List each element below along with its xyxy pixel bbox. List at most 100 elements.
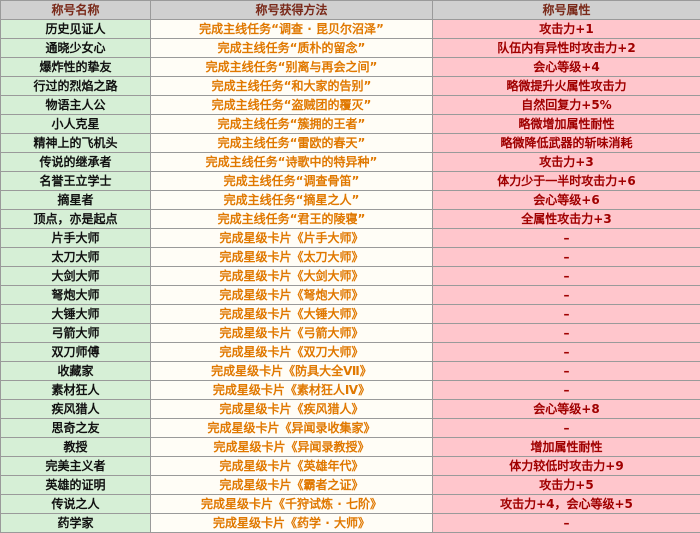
table-cell: 片手大师	[0, 228, 151, 248]
table-cell: 完成主线任务“盗贼团的覆灭”	[150, 95, 433, 115]
table-cell: 略微增加属性耐性	[432, 114, 700, 134]
table-cell: 历史见证人	[0, 19, 151, 39]
table-row: 行过的烈焰之路 完成主线任务“和大家的告别” 略微提升火属性攻击力	[0, 76, 700, 96]
header-cell: 称号属性	[432, 0, 700, 20]
table-cell: 完成星级卡片《素材狂人Ⅳ》	[150, 380, 433, 400]
table-cell: –	[432, 380, 700, 400]
table-cell: 名誉王立学士	[0, 171, 151, 191]
table-cell: –	[432, 418, 700, 438]
table-cell: 小人克星	[0, 114, 151, 134]
table-cell: 自然回复力+5%	[432, 95, 700, 115]
table-row: 太刀大师 完成星级卡片《太刀大师》 –	[0, 247, 700, 267]
table-row: 收藏家 完成星级卡片《防具大全Ⅶ》 –	[0, 361, 700, 381]
table-body: 历史见证人 完成主线任务“调查 · 昆贝尔沼泽” 攻击力+1 通晓少女心 完成主线任务“…	[0, 19, 700, 533]
table-cell: 传说的继承者	[0, 152, 151, 172]
table-cell: 完成星级卡片《异闻录教授》	[150, 437, 433, 457]
table-cell: 会心等级+4	[432, 57, 700, 77]
table-cell: 攻击力+1	[432, 19, 700, 39]
table-cell: 会心等级+8	[432, 399, 700, 419]
table-cell: 精神上的飞机头	[0, 133, 151, 153]
table-row: 完美主义者 完成星级卡片《英雄年代》 体力较低时攻击力+9	[0, 456, 700, 476]
table-row: 素材狂人 完成星级卡片《素材狂人Ⅳ》 –	[0, 380, 700, 400]
table-cell: 完成主线任务“君王的陵寝”	[150, 209, 433, 229]
table-row: 精神上的飞机头 完成主线任务“雷欧的春天” 略微降低武器的斩味消耗	[0, 133, 700, 153]
table-cell: 队伍内有异性时攻击力+2	[432, 38, 700, 58]
table-row: 传说之人 完成星级卡片《千狩试炼 · 七阶》 攻击力+4，会心等级+5	[0, 494, 700, 514]
table-row: 片手大师 完成星级卡片《片手大师》 –	[0, 228, 700, 248]
table-cell: 思奇之友	[0, 418, 151, 438]
table-cell: 完成星级卡片《弩炮大师》	[150, 285, 433, 305]
table-cell: –	[432, 361, 700, 381]
table-row: 顶点，亦是起点 完成主线任务“君王的陵寝” 全属性攻击力+3	[0, 209, 700, 229]
table-cell: 完成星级卡片《疾风猎人》	[150, 399, 433, 419]
table-cell: 顶点，亦是起点	[0, 209, 151, 229]
table-cell: 完成星级卡片《异闻录收集家》	[150, 418, 433, 438]
table-cell: 疾风猎人	[0, 399, 151, 419]
table-cell: 教授	[0, 437, 151, 457]
table-cell: 攻击力+5	[432, 475, 700, 495]
table-cell: 大剑大师	[0, 266, 151, 286]
table-cell: 行过的烈焰之路	[0, 76, 151, 96]
table-row: 疾风猎人 完成星级卡片《疾风猎人》 会心等级+8	[0, 399, 700, 419]
table-head: 称号名称 称号获得方法 称号属性	[0, 0, 700, 20]
table-row: 通晓少女心 完成主线任务“质朴的留念” 队伍内有异性时攻击力+2	[0, 38, 700, 58]
table-row: 摘星者 完成主线任务“摘星之人” 会心等级+6	[0, 190, 700, 210]
table-cell: 英雄的证明	[0, 475, 151, 495]
table-cell: 完成星级卡片《双刀大师》	[150, 342, 433, 362]
table-cell: 摘星者	[0, 190, 151, 210]
table-row: 英雄的证明 完成星级卡片《霸者之证》 攻击力+5	[0, 475, 700, 495]
table-cell: 全属性攻击力+3	[432, 209, 700, 229]
table-cell: 弓箭大师	[0, 323, 151, 343]
table-cell: –	[432, 285, 700, 305]
table-cell: 双刀师傅	[0, 342, 151, 362]
table-row: 名誉王立学士 完成主线任务“调查骨笛” 体力少于一半时攻击力+6	[0, 171, 700, 191]
table-cell: 完成主线任务“摘星之人”	[150, 190, 433, 210]
table-row: 小人克星 完成主线任务“簇拥的王者” 略微增加属性耐性	[0, 114, 700, 134]
table-cell: 完成星级卡片《英雄年代》	[150, 456, 433, 476]
table-cell: 弩炮大师	[0, 285, 151, 305]
table-row: 物语主人公 完成主线任务“盗贼团的覆灭” 自然回复力+5%	[0, 95, 700, 115]
table-cell: 收藏家	[0, 361, 151, 381]
table-cell: 完成主线任务“雷欧的春天”	[150, 133, 433, 153]
table-cell: 素材狂人	[0, 380, 151, 400]
table-row: 大锤大师 完成星级卡片《大锤大师》 –	[0, 304, 700, 324]
table-cell: 完成主线任务“簇拥的王者”	[150, 114, 433, 134]
table-cell: 体力较低时攻击力+9	[432, 456, 700, 476]
table-cell: 大锤大师	[0, 304, 151, 324]
table-row: 传说的继承者 完成主线任务“诗歌中的特异种” 攻击力+3	[0, 152, 700, 172]
header-cell: 称号名称	[0, 0, 151, 20]
table-row: 教授 完成星级卡片《异闻录教授》 增加属性耐性	[0, 437, 700, 457]
table-cell: 传说之人	[0, 494, 151, 514]
header-cell: 称号获得方法	[150, 0, 433, 20]
table-cell: 完成主线任务“和大家的告别”	[150, 76, 433, 96]
table-cell: 完成星级卡片《大锤大师》	[150, 304, 433, 324]
table-cell: 完成星级卡片《千狩试炼 · 七阶》	[150, 494, 433, 514]
table-cell: 完美主义者	[0, 456, 151, 476]
table-cell: 完成星级卡片《弓箭大师》	[150, 323, 433, 343]
table-cell: 通晓少女心	[0, 38, 151, 58]
table-cell: –	[432, 513, 700, 533]
table-cell: 会心等级+6	[432, 190, 700, 210]
table-row: 弩炮大师 完成星级卡片《弩炮大师》 –	[0, 285, 700, 305]
table-cell: 略微提升火属性攻击力	[432, 76, 700, 96]
table-cell: 完成主线任务“调查 · 昆贝尔沼泽”	[150, 19, 433, 39]
table-cell: 体力少于一半时攻击力+6	[432, 171, 700, 191]
table-cell: 攻击力+3	[432, 152, 700, 172]
table-cell: –	[432, 323, 700, 343]
table-cell: –	[432, 304, 700, 324]
table-cell: 完成主线任务“别离与再会之间”	[150, 57, 433, 77]
table-cell: 攻击力+4，会心等级+5	[432, 494, 700, 514]
table-cell: 完成星级卡片《霸者之证》	[150, 475, 433, 495]
table-cell: –	[432, 342, 700, 362]
table-cell: 完成主线任务“质朴的留念”	[150, 38, 433, 58]
table-cell: 爆炸性的挚友	[0, 57, 151, 77]
table-cell: 完成星级卡片《大剑大师》	[150, 266, 433, 286]
table-cell: 完成星级卡片《防具大全Ⅶ》	[150, 361, 433, 381]
table-row: 大剑大师 完成星级卡片《大剑大师》 –	[0, 266, 700, 286]
table-row: 历史见证人 完成主线任务“调查 · 昆贝尔沼泽” 攻击力+1	[0, 19, 700, 39]
table-row: 双刀师傅 完成星级卡片《双刀大师》 –	[0, 342, 700, 362]
table-cell: 增加属性耐性	[432, 437, 700, 457]
table-cell: 太刀大师	[0, 247, 151, 267]
